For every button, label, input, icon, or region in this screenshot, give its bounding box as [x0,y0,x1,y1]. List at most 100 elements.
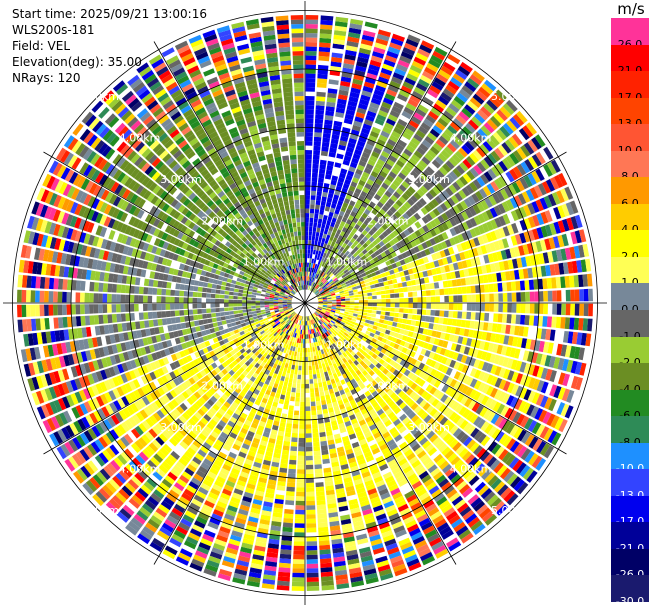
velocity-gate [306,563,319,569]
velocity-gate [426,269,433,277]
velocity-gate [235,320,241,326]
velocity-gate [440,241,448,249]
velocity-gate [306,572,319,578]
velocity-gate [427,132,438,142]
velocity-gate [319,232,324,238]
velocity-gate [578,244,585,258]
velocity-gate [545,179,556,192]
velocity-gate [305,401,311,407]
velocity-gate [515,179,525,192]
velocity-gate [347,287,353,292]
velocity-gate [365,246,372,252]
velocity-gate [294,527,305,533]
velocity-gate [521,338,528,349]
velocity-gate [561,388,571,402]
velocity-gate [354,116,364,123]
velocity-gate [546,277,553,289]
velocity-gate [339,230,346,237]
velocity-gate [442,163,452,173]
velocity-gate [397,282,403,288]
velocity-gate [312,369,317,375]
velocity-gate [305,419,311,425]
velocity-gate [400,51,414,60]
velocity-gate [339,290,345,294]
velocity-gate [446,256,453,264]
velocity-gate [323,229,329,235]
velocity-gate [452,73,465,84]
velocity-gate [560,403,570,417]
velocity-gate [392,321,398,327]
velocity-gate [518,400,527,412]
velocity-gate [405,144,416,154]
velocity-gate [306,482,315,488]
velocity-gate [480,351,488,361]
velocity-gate [457,363,465,372]
velocity-gate [432,142,443,152]
velocity-gate [347,204,354,211]
velocity-gate [400,276,407,282]
velocity-gate [339,140,348,147]
velocity-gate [443,110,454,121]
velocity-gate [325,264,330,269]
velocity-gate [360,223,367,230]
velocity-gate [356,140,366,148]
velocity-gate [332,317,337,321]
velocity-gate [342,63,355,70]
velocity-gate [433,235,441,244]
velocity-gate [355,168,363,176]
velocity-gate [420,207,429,215]
velocity-gate [334,21,348,28]
velocity-gate [330,268,335,273]
velocity-gate [484,284,490,293]
velocity-gate [397,345,404,352]
velocity-gate [503,260,510,271]
velocity-gate [493,240,501,251]
velocity-gate [367,255,373,261]
velocity-gate [478,86,491,98]
velocity-gate [452,311,458,319]
velocity-gate [316,405,322,411]
velocity-gate [366,313,372,317]
velocity-gate [421,156,431,166]
velocity-gate [453,335,459,343]
velocity-gate [365,77,376,85]
velocity-gate [483,171,493,182]
velocity-gate [443,310,449,318]
velocity-gate [372,233,379,240]
velocity-gate [369,320,375,325]
velocity-gate [395,272,401,278]
velocity-gate [401,347,408,354]
velocity-gate [369,155,378,163]
velocity-gate [379,105,390,114]
velocity-gate [231,322,237,327]
velocity-gate [476,350,484,359]
velocity-gate [474,276,480,285]
velocity-gate [370,170,379,178]
velocity-gate [358,136,367,143]
velocity-gate [380,272,387,278]
velocity-gate [542,278,548,290]
velocity-gate [397,93,408,102]
velocity-gate [319,246,323,252]
velocity-gate [373,321,379,327]
velocity-gate [315,291,319,295]
velocity-gate [356,242,362,249]
velocity-gate [306,550,318,555]
velocity-gate [358,226,364,233]
velocity-gate [351,83,362,90]
velocity-gate [337,94,348,101]
velocity-gate [418,327,424,334]
velocity-gate [416,252,423,259]
velocity-gate [537,278,544,290]
velocity-gate [403,297,409,303]
velocity-gate [518,269,525,280]
velocity-gate [329,147,337,154]
velocity-gate [346,319,352,323]
velocity-gate [400,323,407,330]
velocity-gate [308,244,311,250]
velocity-gate [305,87,315,92]
velocity-gate [317,260,321,266]
velocity-gate [515,385,524,397]
velocity-gate [384,201,392,209]
velocity-gate [529,303,535,314]
